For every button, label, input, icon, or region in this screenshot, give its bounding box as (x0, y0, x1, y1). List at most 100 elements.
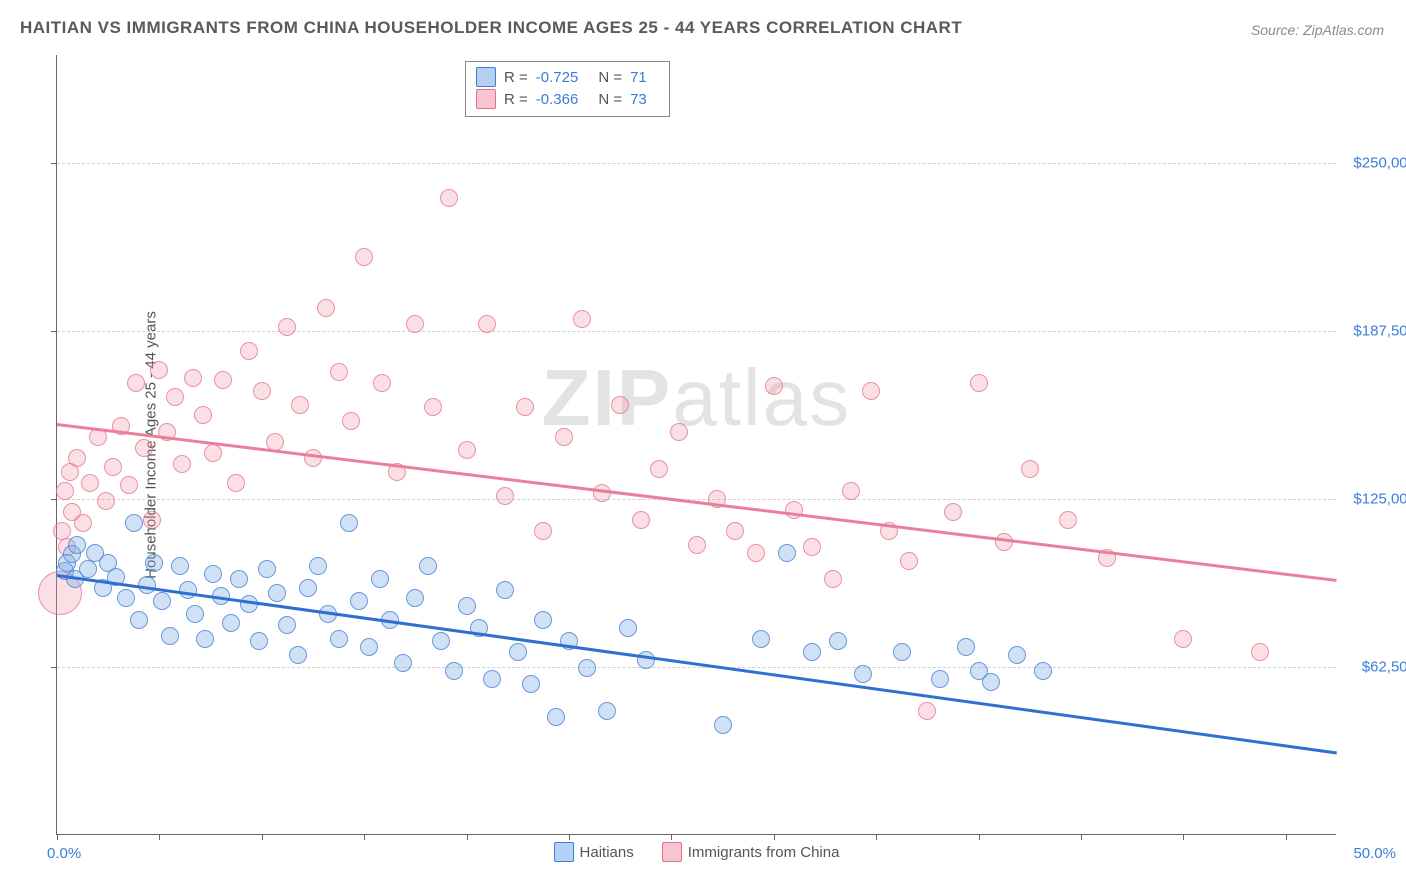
stat-value: 71 (630, 69, 647, 86)
x-tick (1081, 834, 1082, 840)
stats-row: R = -0.725 N = 71 (476, 66, 659, 88)
scatter-point (862, 382, 880, 400)
scatter-point (598, 702, 616, 720)
scatter-point (496, 487, 514, 505)
scatter-point (289, 646, 307, 664)
scatter-point (982, 673, 1000, 691)
scatter-point (97, 492, 115, 510)
scatter-point (150, 361, 168, 379)
scatter-point (253, 382, 271, 400)
x-tick (1286, 834, 1287, 840)
x-tick (364, 834, 365, 840)
scatter-point (765, 377, 783, 395)
scatter-point (143, 511, 161, 529)
x-tick (57, 834, 58, 840)
scatter-point (714, 716, 732, 734)
x-tick (979, 834, 980, 840)
scatter-point (250, 632, 268, 650)
scatter-point (68, 449, 86, 467)
scatter-point (330, 630, 348, 648)
stats-row: R = -0.366 N = 73 (476, 88, 659, 110)
stat-label: N = (598, 91, 622, 108)
y-tick-label: $187,500 (1346, 322, 1406, 339)
chart-title: HAITIAN VS IMMIGRANTS FROM CHINA HOUSEHO… (20, 18, 962, 38)
scatter-point (1059, 511, 1077, 529)
scatter-point (171, 557, 189, 575)
scatter-point (957, 638, 975, 656)
x-axis-max-label: 50.0% (1353, 845, 1396, 862)
scatter-point (222, 614, 240, 632)
scatter-point (291, 396, 309, 414)
scatter-point (893, 643, 911, 661)
scatter-point (161, 627, 179, 645)
stat-label: R = (504, 69, 528, 86)
scatter-point (79, 560, 97, 578)
scatter-point (747, 544, 765, 562)
scatter-point (127, 374, 145, 392)
scatter-point (214, 371, 232, 389)
scatter-plot-area: Householder Income Ages 25 - 44 years ZI… (56, 55, 1336, 835)
scatter-point (330, 363, 348, 381)
scatter-point (230, 570, 248, 588)
scatter-point (258, 560, 276, 578)
scatter-point (803, 538, 821, 556)
scatter-point (547, 708, 565, 726)
swatch-icon (662, 842, 682, 862)
scatter-point (778, 544, 796, 562)
scatter-point (394, 654, 412, 672)
scatter-point (1251, 643, 1269, 661)
scatter-point (68, 536, 86, 554)
x-tick (262, 834, 263, 840)
scatter-point (194, 406, 212, 424)
scatter-point (340, 514, 358, 532)
scatter-point (458, 441, 476, 459)
gridline (57, 163, 1336, 164)
scatter-point (478, 315, 496, 333)
scatter-point (944, 503, 962, 521)
scatter-point (371, 570, 389, 588)
x-tick (569, 834, 570, 840)
scatter-point (406, 589, 424, 607)
x-tick (159, 834, 160, 840)
scatter-point (278, 318, 296, 336)
trend-line (57, 574, 1337, 754)
scatter-point (120, 476, 138, 494)
scatter-point (650, 460, 668, 478)
scatter-point (130, 611, 148, 629)
scatter-point (268, 584, 286, 602)
scatter-point (81, 474, 99, 492)
scatter-point (117, 589, 135, 607)
legend-label: Haitians (580, 844, 634, 861)
scatter-point (522, 675, 540, 693)
stat-value: 73 (630, 91, 647, 108)
scatter-point (688, 536, 706, 554)
scatter-point (342, 412, 360, 430)
legend-bottom: Haitians Immigrants from China (554, 842, 840, 862)
scatter-point (803, 643, 821, 661)
scatter-point (309, 557, 327, 575)
x-tick (467, 834, 468, 840)
scatter-point (419, 557, 437, 575)
scatter-point (173, 455, 191, 473)
scatter-point (970, 374, 988, 392)
scatter-point (1021, 460, 1039, 478)
scatter-point (931, 670, 949, 688)
scatter-point (299, 579, 317, 597)
scatter-point (573, 310, 591, 328)
stat-label: R = (504, 91, 528, 108)
scatter-point (227, 474, 245, 492)
scatter-point (166, 388, 184, 406)
legend-item: Haitians (554, 842, 634, 862)
scatter-point (186, 605, 204, 623)
scatter-point (74, 514, 92, 532)
x-tick (774, 834, 775, 840)
scatter-point (516, 398, 534, 416)
scatter-point (578, 659, 596, 677)
scatter-point (104, 458, 122, 476)
scatter-point (373, 374, 391, 392)
scatter-point (458, 597, 476, 615)
scatter-point (125, 514, 143, 532)
scatter-point (842, 482, 860, 500)
scatter-point (184, 369, 202, 387)
scatter-point (593, 484, 611, 502)
